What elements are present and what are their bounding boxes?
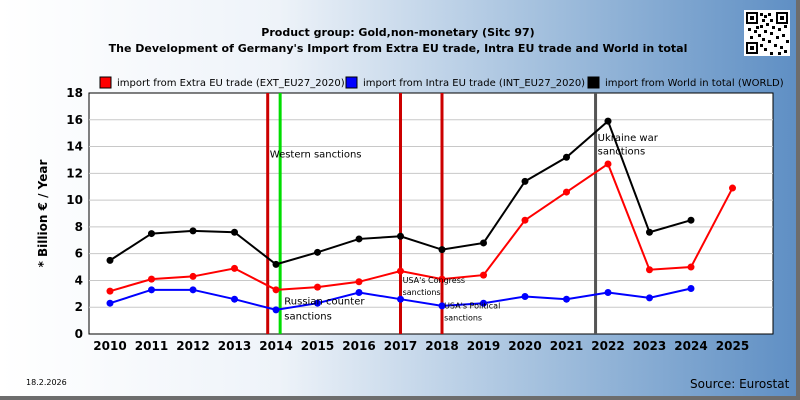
plot-area [88, 92, 774, 335]
x-tick-label: 2010 [93, 339, 126, 353]
data-point [148, 230, 155, 238]
data-point [521, 216, 529, 224]
chart-date: 18.2.2026 [26, 378, 67, 387]
y-tick-label: 6 [75, 247, 83, 261]
data-point [189, 272, 197, 280]
legend-swatch [99, 76, 112, 89]
data-point [563, 153, 570, 161]
data-point [355, 278, 363, 286]
data-point [646, 228, 653, 236]
annotation-label: USA's Congress [403, 276, 465, 285]
data-point [397, 267, 404, 275]
data-point [563, 188, 570, 196]
data-point [397, 232, 404, 240]
data-point [314, 248, 321, 256]
data-point [646, 294, 653, 302]
annotation-label: Ukraine war [598, 133, 659, 144]
y-tick-label: 8 [75, 220, 83, 234]
annotation-label: USA's Political [444, 302, 500, 311]
chart-title-line1: Product group: Gold,non-monetary (Sitc 9… [261, 26, 535, 39]
data-point [272, 306, 280, 314]
x-tick-label: 2015 [301, 339, 334, 353]
legend-swatch [587, 76, 600, 89]
data-point [687, 284, 695, 292]
x-tick-label: 2019 [467, 339, 500, 353]
data-point [189, 286, 197, 294]
y-tick-label: 0 [75, 327, 83, 341]
data-point [563, 295, 570, 303]
data-point [729, 184, 736, 192]
data-point [272, 260, 280, 268]
y-tick-label: 14 [66, 140, 83, 154]
data-point [272, 286, 280, 294]
data-point [521, 177, 529, 185]
data-point [148, 286, 155, 294]
data-point [438, 246, 446, 254]
data-point [438, 275, 446, 283]
legend-label: import from World in total (WORLD) [605, 78, 784, 89]
qr-code-icon [744, 10, 790, 56]
data-point [314, 283, 321, 291]
legend-swatch [345, 76, 358, 89]
x-tick-label: 2022 [591, 339, 624, 353]
data-point [687, 263, 695, 271]
y-tick-label: 16 [66, 113, 83, 127]
x-tick-label: 2020 [508, 339, 541, 353]
data-point [397, 295, 404, 303]
data-point [231, 228, 238, 236]
x-tick-label: 2016 [342, 339, 375, 353]
x-tick-label: 2024 [674, 339, 707, 353]
x-tick-label: 2012 [176, 339, 209, 353]
annotation-label: Russian counter [284, 297, 365, 308]
legend-label: import from Intra EU trade (INT_EU27_202… [363, 78, 585, 89]
y-axis-label: * Billion € / Year [36, 160, 50, 268]
data-point [231, 295, 238, 303]
data-point [438, 302, 446, 310]
annotation-label: sanctions [403, 288, 441, 297]
data-point [480, 299, 487, 307]
chart-source: Source: Eurostat [690, 377, 790, 391]
data-point [604, 160, 612, 168]
data-point [106, 256, 114, 264]
x-tick-label: 2023 [633, 339, 666, 353]
annotation-label: sanctions [284, 311, 332, 322]
x-tick-label: 2017 [384, 339, 417, 353]
data-point [480, 271, 487, 279]
data-point [148, 275, 155, 283]
annotation-label: sanctions [598, 147, 646, 158]
series-line [109, 162, 734, 293]
x-tick-label: 2013 [218, 339, 251, 353]
y-tick-label: 2 [75, 300, 83, 314]
data-point [687, 216, 695, 224]
y-tick-label: 12 [66, 166, 83, 180]
x-tick-label: 2021 [550, 339, 583, 353]
data-point [604, 288, 612, 296]
chart-title-line2: The Development of Germany's Import from… [108, 42, 688, 55]
data-point [646, 266, 653, 274]
data-point [604, 117, 612, 125]
y-tick-label: 18 [66, 86, 83, 100]
data-point [521, 293, 529, 301]
y-tick-label: 10 [66, 193, 83, 207]
data-point [355, 235, 363, 243]
data-point [480, 239, 487, 247]
x-tick-label: 2014 [259, 339, 292, 353]
data-point [355, 288, 363, 296]
data-point [189, 227, 197, 235]
data-point [314, 299, 321, 307]
data-point [231, 264, 238, 272]
y-tick-label: 4 [75, 273, 83, 287]
x-tick-label: 2025 [716, 339, 749, 353]
annotation-label: sanctions [444, 314, 482, 323]
data-point [106, 287, 114, 295]
annotation-label: Western sanctions [270, 149, 362, 160]
x-tick-label: 2011 [135, 339, 168, 353]
data-point [106, 299, 114, 307]
legend-label: import from Extra EU trade (EXT_EU27_202… [117, 78, 345, 89]
x-tick-label: 2018 [425, 339, 458, 353]
